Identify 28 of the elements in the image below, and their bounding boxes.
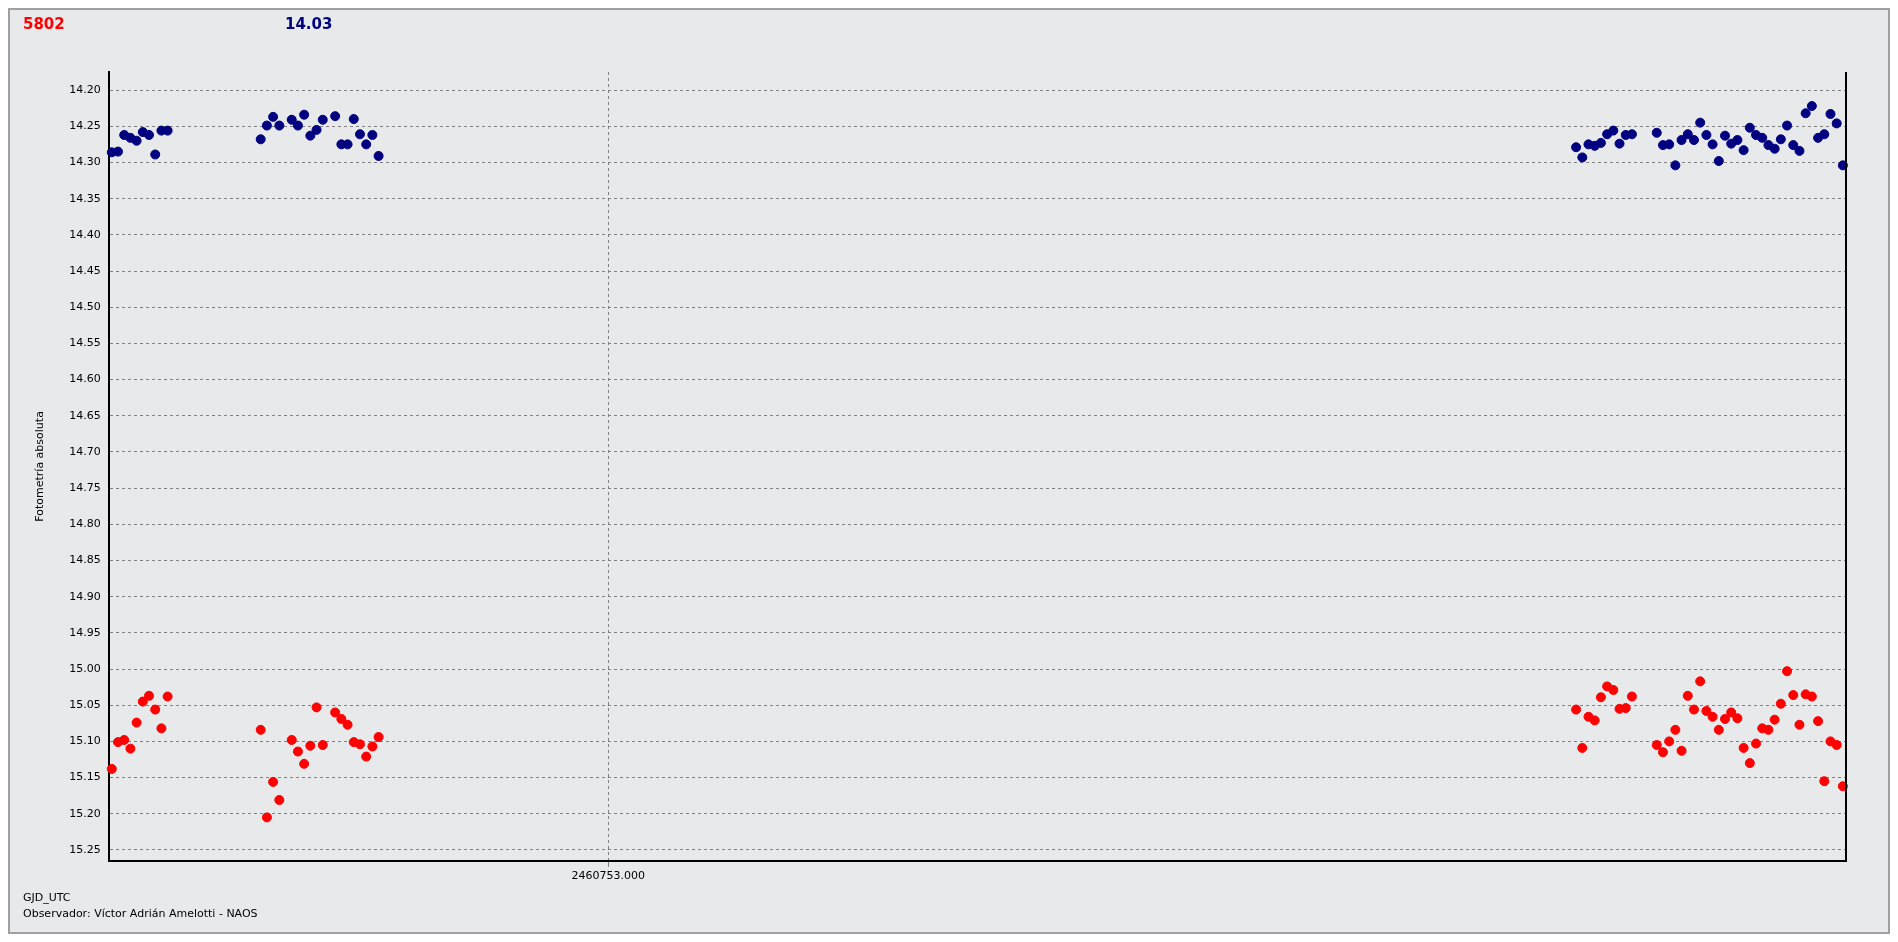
x-tick-label: 2460753.000 (571, 869, 645, 883)
y-tick-label: 14.60 (69, 372, 101, 386)
x-axis-title: GJD_UTC (23, 890, 71, 904)
text: 5802 (23, 14, 65, 33)
y-tick-label: 15.25 (69, 842, 101, 856)
y-tick-label: 15.15 (69, 770, 101, 784)
y-tick-label: 14.90 (69, 589, 101, 603)
y-tick-label: 14.40 (69, 227, 101, 241)
y-tick-label: 14.55 (69, 336, 101, 350)
y-axis-title: Fotometría absoluta (33, 411, 47, 522)
y-tick-label: 14.65 (69, 408, 101, 422)
y-tick-label: 15.00 (69, 661, 101, 675)
text: 14.03 (285, 14, 333, 33)
y-tick-label: 14.75 (69, 480, 101, 494)
text: Observador: Víctor Adrián Amelotti - NAOS (23, 906, 258, 920)
y-tick-label: 15.10 (69, 734, 101, 748)
y-tick-label: 15.05 (69, 698, 101, 712)
y-tick-label: 14.70 (69, 444, 101, 458)
y-tick-label: 14.20 (69, 82, 101, 96)
y-tick-label: 14.35 (69, 191, 101, 205)
y-tick-label: 14.85 (69, 553, 101, 567)
y-tick-label: 14.45 (69, 263, 101, 277)
y-tick-label: 14.25 (69, 119, 101, 133)
y-tick-label: 15.20 (69, 806, 101, 820)
y-tick-label: 14.30 (69, 155, 101, 169)
y-tick-label: 14.80 (69, 517, 101, 531)
y-tick-label: 14.95 (69, 625, 101, 639)
y-tick-label: 14.50 (69, 300, 101, 314)
